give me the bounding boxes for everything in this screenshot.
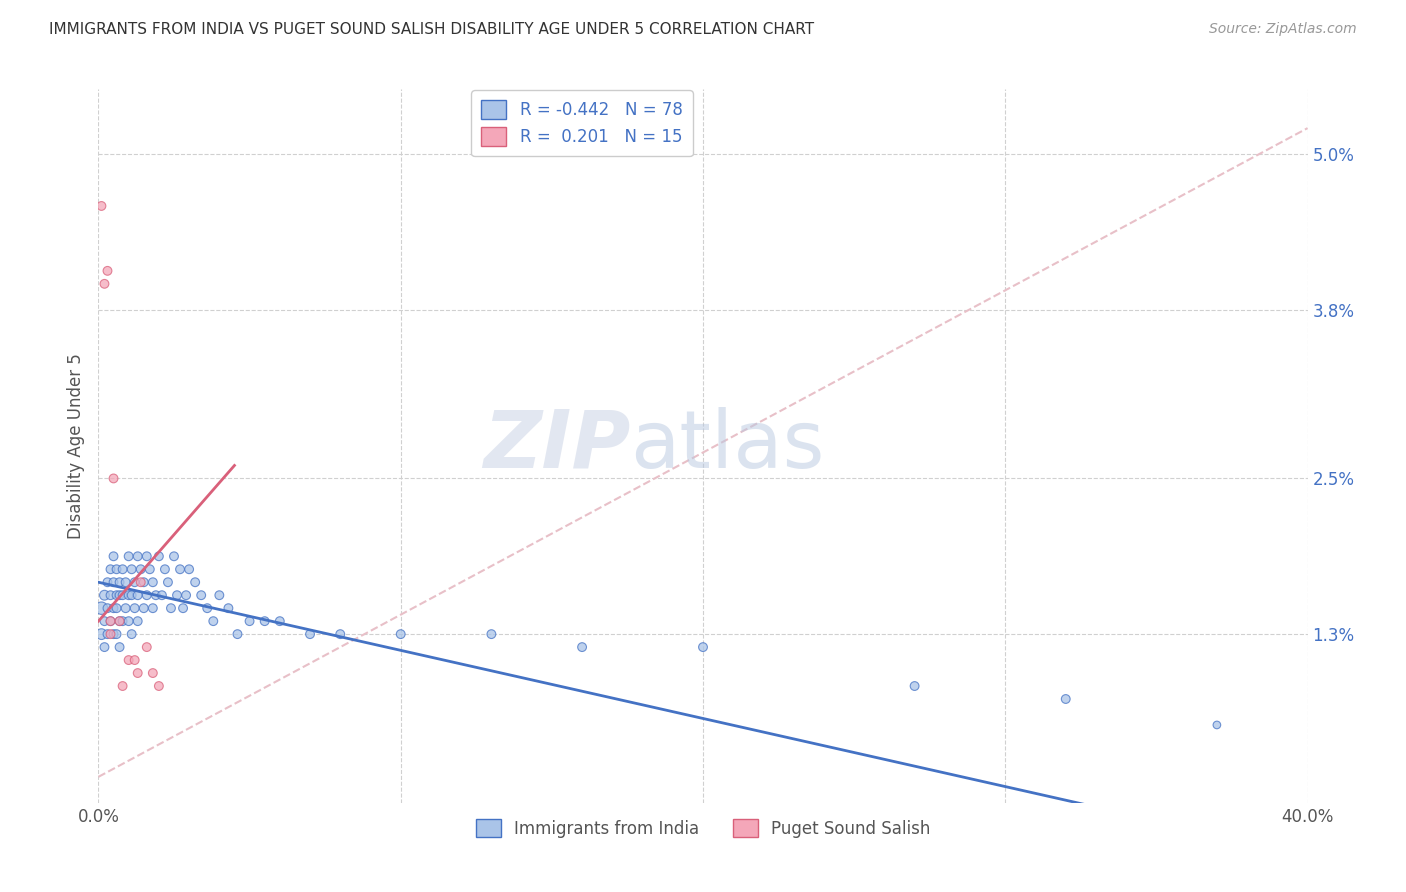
- Point: [108, 640, 131, 654]
- Point: [329, 627, 352, 641]
- Point: [121, 627, 143, 641]
- Point: [93, 588, 115, 602]
- Point: [103, 627, 125, 641]
- Point: [179, 562, 201, 576]
- Point: [148, 549, 170, 564]
- Point: [103, 549, 125, 564]
- Point: [389, 627, 412, 641]
- Point: [142, 601, 165, 615]
- Point: [145, 588, 167, 602]
- Point: [93, 614, 115, 628]
- Point: [111, 588, 134, 602]
- Point: [100, 614, 122, 628]
- Point: [132, 575, 155, 590]
- Point: [132, 601, 155, 615]
- Point: [127, 614, 149, 628]
- Point: [105, 588, 128, 602]
- Point: [129, 575, 152, 590]
- Point: [121, 588, 143, 602]
- Point: [114, 601, 136, 615]
- Point: [190, 588, 212, 602]
- Point: [150, 588, 173, 602]
- Point: [103, 575, 125, 590]
- Point: [226, 627, 249, 641]
- Point: [239, 614, 262, 628]
- Point: [202, 614, 225, 628]
- Text: atlas: atlas: [630, 407, 825, 485]
- Point: [269, 614, 291, 628]
- Point: [108, 575, 131, 590]
- Point: [100, 588, 122, 602]
- Point: [118, 549, 141, 564]
- Point: [169, 562, 191, 576]
- Point: [124, 575, 146, 590]
- Point: [166, 588, 188, 602]
- Point: [111, 614, 134, 628]
- Point: [153, 562, 176, 576]
- Point: [135, 549, 157, 564]
- Point: [1054, 692, 1077, 706]
- Point: [299, 627, 322, 641]
- Point: [90, 627, 112, 641]
- Point: [142, 666, 165, 681]
- Point: [108, 614, 131, 628]
- Point: [184, 575, 207, 590]
- Point: [93, 277, 115, 291]
- Point: [105, 601, 128, 615]
- Point: [139, 562, 162, 576]
- Point: [172, 601, 194, 615]
- Point: [160, 601, 183, 615]
- Point: [93, 640, 115, 654]
- Point: [1206, 718, 1229, 732]
- Point: [103, 471, 125, 485]
- Text: IMMIGRANTS FROM INDIA VS PUGET SOUND SALISH DISABILITY AGE UNDER 5 CORRELATION C: IMMIGRANTS FROM INDIA VS PUGET SOUND SAL…: [49, 22, 814, 37]
- Point: [135, 588, 157, 602]
- Point: [100, 614, 122, 628]
- Point: [103, 601, 125, 615]
- Point: [208, 588, 231, 602]
- Point: [571, 640, 593, 654]
- Text: Source: ZipAtlas.com: Source: ZipAtlas.com: [1209, 22, 1357, 37]
- Point: [114, 575, 136, 590]
- Point: [156, 575, 179, 590]
- Point: [127, 588, 149, 602]
- Point: [124, 601, 146, 615]
- Point: [111, 562, 134, 576]
- Point: [127, 549, 149, 564]
- Point: [481, 627, 503, 641]
- Point: [96, 601, 118, 615]
- Point: [108, 588, 131, 602]
- Point: [124, 653, 146, 667]
- Y-axis label: Disability Age Under 5: Disability Age Under 5: [66, 353, 84, 539]
- Point: [96, 264, 118, 278]
- Point: [118, 614, 141, 628]
- Point: [142, 575, 165, 590]
- Point: [121, 562, 143, 576]
- Point: [100, 627, 122, 641]
- Point: [96, 575, 118, 590]
- Point: [105, 627, 128, 641]
- Point: [148, 679, 170, 693]
- Point: [90, 601, 112, 615]
- Point: [127, 666, 149, 681]
- Point: [108, 614, 131, 628]
- Point: [163, 549, 186, 564]
- Point: [135, 640, 157, 654]
- Point: [195, 601, 218, 615]
- Point: [174, 588, 197, 602]
- Point: [253, 614, 276, 628]
- Point: [217, 601, 239, 615]
- Point: [118, 588, 141, 602]
- Point: [105, 562, 128, 576]
- Point: [129, 562, 152, 576]
- Point: [692, 640, 714, 654]
- Point: [100, 562, 122, 576]
- Point: [90, 199, 112, 213]
- Legend: Immigrants from India, Puget Sound Salish: Immigrants from India, Puget Sound Salis…: [470, 813, 936, 845]
- Text: ZIP: ZIP: [484, 407, 630, 485]
- Point: [904, 679, 927, 693]
- Point: [118, 653, 141, 667]
- Point: [96, 627, 118, 641]
- Point: [111, 679, 134, 693]
